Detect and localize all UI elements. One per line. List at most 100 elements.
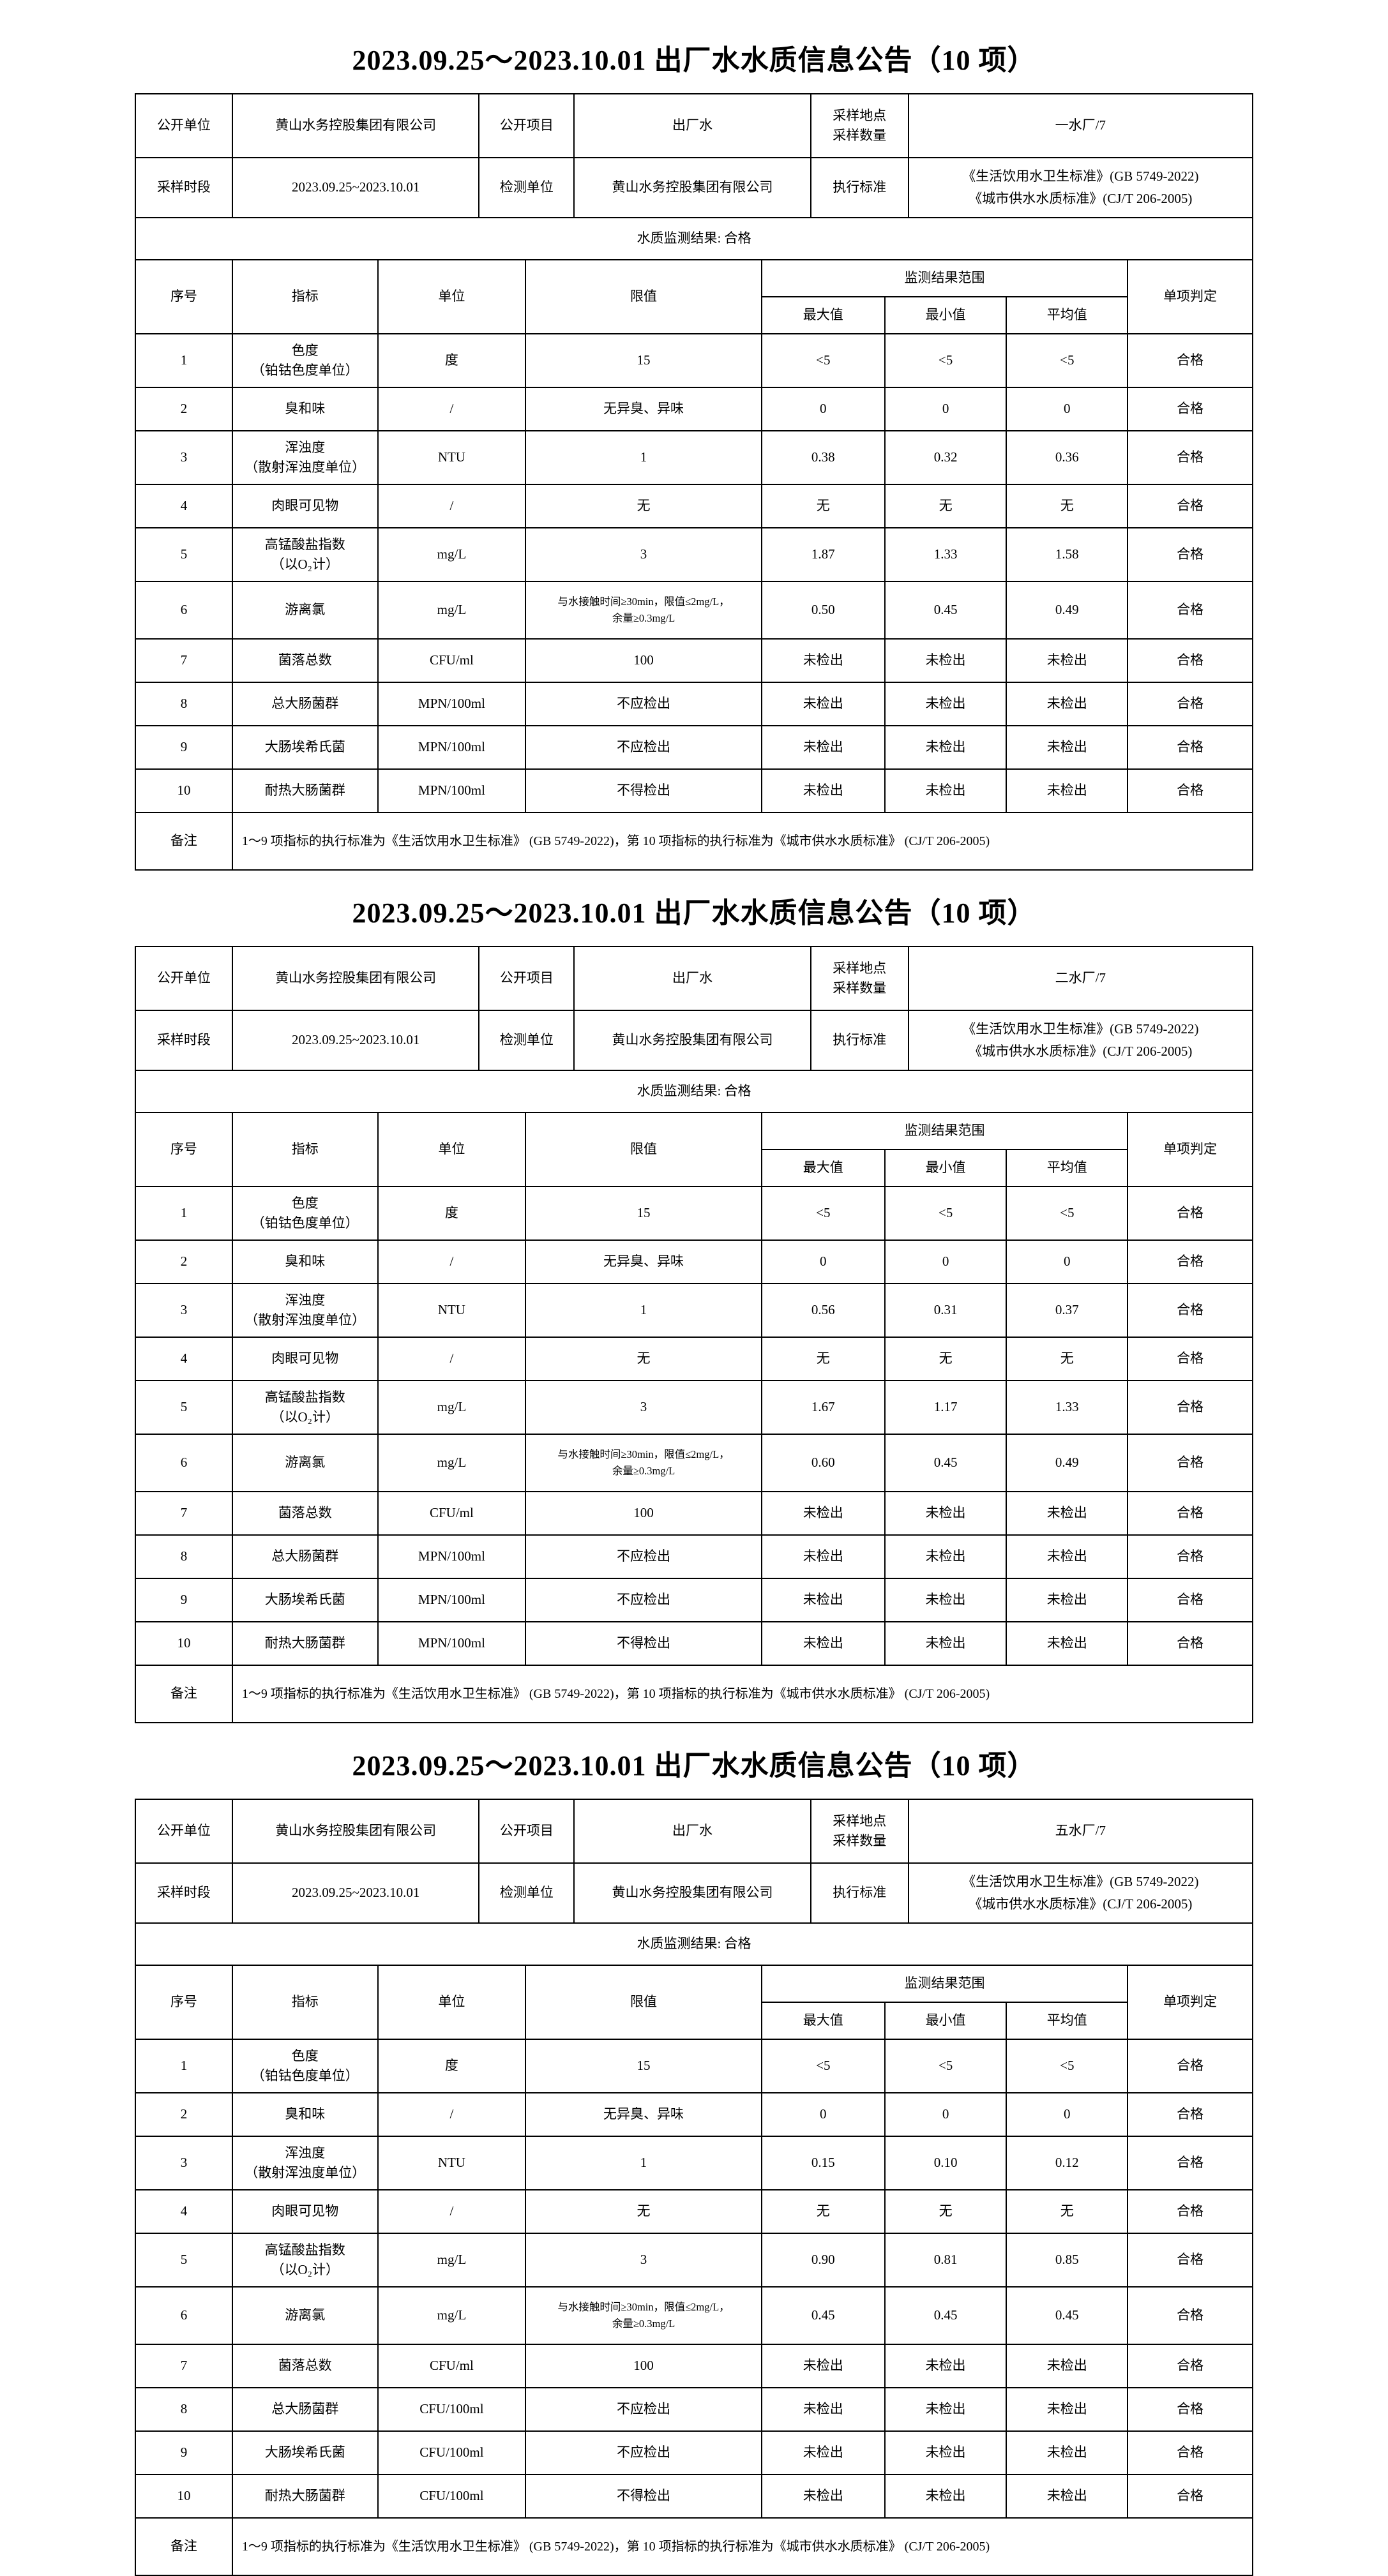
testing-unit-value: 黄山水务控股集团有限公司 bbox=[573, 1862, 811, 1924]
testing-unit-label: 检测单位 bbox=[478, 1862, 575, 1924]
min-value: 1.17 bbox=[884, 1380, 1007, 1435]
indicator-name: 总大肠菌群 bbox=[231, 682, 379, 726]
min-value: 未检出 bbox=[884, 1534, 1007, 1579]
indicator-name-line: 肉眼可见物 bbox=[271, 498, 339, 514]
min-value: 无 bbox=[884, 2189, 1007, 2234]
indicator-name-line: 游离氯 bbox=[285, 2307, 326, 2323]
indicator-name-line: 浑浊度 bbox=[285, 439, 326, 455]
limit-value-line: 15 bbox=[637, 2058, 651, 2074]
table-row: 6 游离氯 mg/L 与水接触时间≥30min，限值≤2mg/L， 余量≥0.3mg/L… bbox=[135, 1434, 1253, 1492]
max-value: 未检出 bbox=[760, 1534, 886, 1579]
min-value: 0.45 bbox=[884, 581, 1007, 640]
judgement-value: 合格 bbox=[1127, 768, 1253, 813]
row-number: 5 bbox=[135, 527, 233, 582]
unit-value: 度 bbox=[377, 1186, 527, 1241]
min-value: 未检出 bbox=[884, 2474, 1007, 2519]
indicator-name-line: （散射浑浊度单位） bbox=[245, 2165, 366, 2180]
limit-value-line: 15 bbox=[637, 352, 651, 368]
unit-value: / bbox=[377, 484, 527, 528]
judgement-value: 合格 bbox=[1127, 2189, 1253, 2234]
max-value: 无 bbox=[760, 1337, 886, 1381]
table-row: 7 菌落总数 CFU/ml 100 未检出 未检出 未检出 合格 bbox=[135, 638, 1253, 683]
limit-value-line: 100 bbox=[633, 652, 654, 668]
limit-value-line: 3 bbox=[640, 546, 647, 562]
avg-value: 0.49 bbox=[1006, 1434, 1129, 1492]
table-row: 5 高锰酸盐指数 （以O₂计） mg/L 3 0.90 0.81 0.85 合格 bbox=[135, 2233, 1253, 2288]
max-value: 0.60 bbox=[760, 1434, 886, 1492]
limit-value-line: 无异臭、异味 bbox=[603, 2106, 684, 2122]
announcement-section: 2023.09.25～2023.10.01 出厂水水质信息公告（10 项） 公开… bbox=[135, 37, 1254, 871]
limit-value-line: 不应检出 bbox=[617, 1592, 671, 1608]
announcement-section: 2023.09.25～2023.10.01 出厂水水质信息公告（10 项） 公开… bbox=[135, 1742, 1254, 2576]
indicator-name-line: 游离氯 bbox=[285, 1455, 326, 1471]
min-value: 0.10 bbox=[884, 2136, 1007, 2190]
limit-value-line: 不应检出 bbox=[617, 696, 671, 712]
sampling-period-label: 采样时段 bbox=[135, 157, 233, 218]
col-header-limit: 限值 bbox=[525, 1965, 762, 2040]
avg-value: 无 bbox=[1006, 1337, 1129, 1381]
remark-label: 备注 bbox=[135, 1665, 233, 1723]
col-header-avg: 平均值 bbox=[1006, 2002, 1129, 2040]
avg-value: 未检出 bbox=[1006, 2387, 1129, 2432]
limit-value: 无 bbox=[525, 484, 762, 528]
row-number: 7 bbox=[135, 2344, 233, 2388]
standard-line-1: 《生活饮用水卫生标准》(GB 5749-2022) bbox=[962, 168, 1199, 184]
avg-value: 未检出 bbox=[1006, 638, 1129, 683]
max-value: 1.67 bbox=[760, 1380, 886, 1435]
execution-standard-label: 执行标准 bbox=[810, 157, 909, 218]
execution-standard-label: 执行标准 bbox=[810, 1010, 909, 1071]
limit-value: 15 bbox=[525, 1186, 762, 1241]
limit-value: 1 bbox=[525, 430, 762, 485]
limit-value: 不得检出 bbox=[525, 2474, 762, 2519]
standard-line-1: 《生活饮用水卫生标准》(GB 5749-2022) bbox=[962, 1021, 1199, 1037]
table-row: 8 总大肠菌群 MPN/100ml 不应检出 未检出 未检出 未检出 合格 bbox=[135, 1534, 1253, 1579]
unit-value: mg/L bbox=[377, 1434, 527, 1492]
sampling-site-count-label: 采样地点 采样数量 bbox=[810, 93, 909, 158]
unit-value: MPN/100ml bbox=[377, 682, 527, 726]
row-number: 9 bbox=[135, 1578, 233, 1622]
row-number: 3 bbox=[135, 430, 233, 485]
indicator-name-line: 总大肠菌群 bbox=[271, 2401, 339, 2417]
testing-unit-label: 检测单位 bbox=[478, 157, 575, 218]
avg-value: 0.45 bbox=[1006, 2286, 1129, 2345]
sampling-period-value: 2023.09.25~2023.10.01 bbox=[231, 157, 480, 218]
avg-value: 0 bbox=[1006, 2092, 1129, 2137]
limit-value-line: 不得检出 bbox=[617, 2488, 671, 2504]
min-value: 1.33 bbox=[884, 527, 1007, 582]
max-value: 0 bbox=[760, 2092, 886, 2137]
indicator-table-header: 序号 指标 单位 限值 监测结果范围 单项判定 最大值 最小值 平均值 bbox=[135, 259, 1253, 334]
indicator-name: 色度 （铂钴色度单位） bbox=[231, 333, 379, 388]
indicator-name: 臭和味 bbox=[231, 1239, 379, 1284]
judgement-value: 合格 bbox=[1127, 1434, 1253, 1492]
result-row: 水质监测结果: 合格 bbox=[135, 217, 1253, 260]
max-value: 未检出 bbox=[760, 2474, 886, 2519]
avg-value: 0.37 bbox=[1006, 1283, 1129, 1338]
avg-value: 未检出 bbox=[1006, 1621, 1129, 1666]
row-number: 3 bbox=[135, 2136, 233, 2190]
unit-value: / bbox=[377, 2092, 527, 2137]
max-value: 无 bbox=[760, 2189, 886, 2234]
judgement-value: 合格 bbox=[1127, 2286, 1253, 2345]
page-title: 2023.09.25～2023.10.01 出厂水水质信息公告（10 项） bbox=[352, 1750, 1036, 1781]
col-header-min: 最小值 bbox=[884, 296, 1007, 334]
unit-value: mg/L bbox=[377, 2286, 527, 2345]
sampling-site-label: 采样地点 bbox=[833, 960, 887, 976]
table-row: 3 浑浊度 （散射浑浊度单位） NTU 1 0.56 0.31 0.37 合格 bbox=[135, 1283, 1253, 1338]
unit-value: MPN/100ml bbox=[377, 1534, 527, 1579]
indicator-name: 臭和味 bbox=[231, 387, 379, 431]
row-number: 6 bbox=[135, 1434, 233, 1492]
table-row: 9 大肠埃希氏菌 MPN/100ml 不应检出 未检出 未检出 未检出 合格 bbox=[135, 725, 1253, 770]
table-row: 3 浑浊度 （散射浑浊度单位） NTU 1 0.38 0.32 0.36 合格 bbox=[135, 430, 1253, 485]
unit-value: mg/L bbox=[377, 527, 527, 582]
open-project-label: 公开项目 bbox=[478, 93, 575, 158]
max-value: 0.15 bbox=[760, 2136, 886, 2190]
max-value: 未检出 bbox=[760, 1621, 886, 1666]
indicator-name-line: 浑浊度 bbox=[285, 1292, 326, 1308]
col-header-judgement: 单项判定 bbox=[1127, 1112, 1253, 1187]
limit-value: 3 bbox=[525, 527, 762, 582]
max-value: 未检出 bbox=[760, 2387, 886, 2432]
indicator-name: 高锰酸盐指数 （以O₂计） bbox=[231, 527, 379, 582]
min-value: 0.32 bbox=[884, 430, 1007, 485]
table-row: 8 总大肠菌群 CFU/100ml 不应检出 未检出 未检出 未检出 合格 bbox=[135, 2387, 1253, 2432]
indicator-name-line: 臭和味 bbox=[285, 2106, 326, 2122]
